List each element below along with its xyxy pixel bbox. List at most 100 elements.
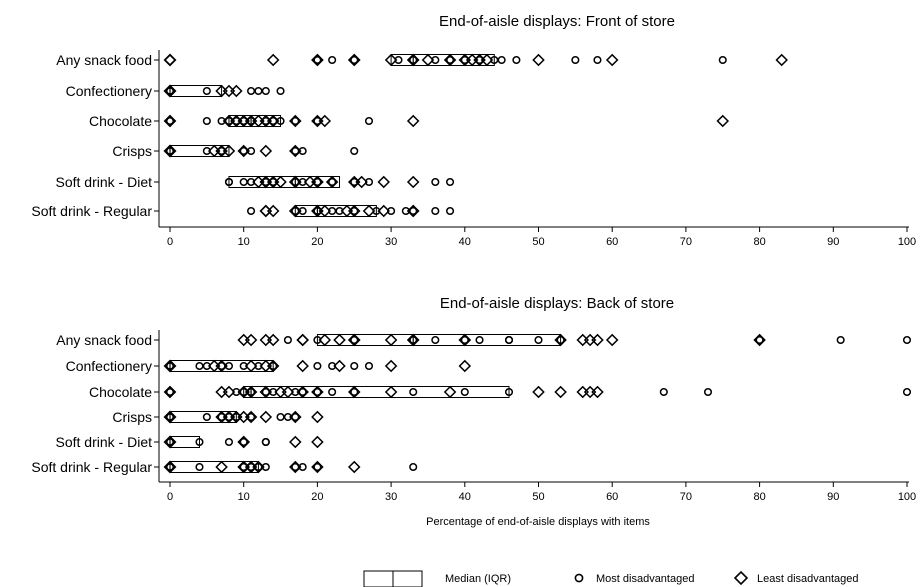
x-tick-label: 30 — [385, 491, 397, 503]
point-most-disadvantaged — [254, 462, 263, 472]
point-least-disadvantaged — [605, 53, 619, 67]
point-most-disadvantaged — [269, 177, 278, 187]
point-least-disadvantaged — [222, 144, 236, 158]
point-least-disadvantaged — [163, 53, 177, 67]
point-most-disadvantaged — [217, 412, 226, 422]
point-most-disadvantaged — [460, 387, 469, 397]
point-most-disadvantaged — [224, 361, 234, 371]
point-least-disadvantaged — [163, 435, 177, 449]
point-least-disadvantaged — [347, 204, 361, 218]
point-most-disadvantaged — [269, 387, 278, 397]
x-tick-label: 80 — [753, 236, 765, 248]
point-most-disadvantaged — [261, 116, 270, 126]
point-least-disadvantaged — [406, 333, 420, 347]
point-least-disadvantaged — [163, 144, 177, 158]
point-most-disadvantaged — [217, 146, 226, 156]
point-most-disadvantaged — [269, 116, 278, 126]
legend-iqr-label: Median (IQR) — [445, 573, 511, 585]
point-most-disadvantaged — [364, 116, 374, 126]
point-least-disadvantaged — [163, 53, 177, 67]
point-least-disadvantaged — [163, 385, 177, 399]
point-least-disadvantaged — [583, 385, 597, 399]
point-most-disadvantaged — [350, 387, 359, 397]
point-most-disadvantaged — [298, 462, 307, 472]
point-least-disadvantaged — [296, 333, 309, 347]
point-most-disadvantaged — [409, 55, 418, 65]
point-most-disadvantaged — [313, 116, 322, 126]
point-least-disadvantaged — [252, 460, 265, 474]
point-least-disadvantaged — [274, 175, 287, 189]
point-most-disadvantaged — [269, 361, 278, 371]
point-most-disadvantaged — [247, 387, 256, 397]
point-least-disadvantaged — [237, 435, 250, 449]
point-most-disadvantaged — [755, 335, 764, 345]
x-tick-label: 10 — [238, 236, 250, 248]
x-tick-label: 0 — [167, 236, 173, 248]
point-most-disadvantaged — [165, 116, 175, 126]
x-tick-label: 70 — [680, 491, 692, 503]
point-most-disadvantaged — [512, 55, 521, 65]
point-most-disadvantaged — [217, 361, 226, 371]
point-most-disadvantaged — [372, 206, 381, 216]
point-most-disadvantaged — [195, 437, 204, 447]
point-most-disadvantaged — [239, 437, 248, 447]
x-tick-label: 50 — [532, 491, 544, 503]
category-label: Confectionery — [66, 358, 152, 374]
iqr-box — [228, 115, 282, 127]
point-most-disadvantaged — [239, 116, 248, 126]
point-least-disadvantaged — [244, 333, 258, 347]
point-least-disadvantaged — [532, 385, 545, 399]
category-label: Soft drink - Diet — [56, 174, 153, 190]
point-most-disadvantaged — [490, 55, 499, 65]
point-most-disadvantaged — [902, 387, 912, 397]
point-most-disadvantaged — [247, 412, 256, 422]
point-least-disadvantaged — [289, 435, 302, 449]
point-least-disadvantaged — [443, 385, 457, 399]
point-most-disadvantaged — [239, 177, 248, 187]
point-most-disadvantaged — [247, 206, 256, 216]
point-least-disadvantaged — [384, 53, 398, 67]
point-most-disadvantaged — [350, 55, 359, 65]
point-most-disadvantaged — [261, 462, 270, 472]
point-most-disadvantaged — [364, 177, 374, 187]
x-tick-label: 40 — [459, 236, 471, 248]
point-least-disadvantaged — [591, 385, 604, 399]
point-least-disadvantaged — [318, 204, 332, 218]
point-most-disadvantaged — [313, 206, 322, 216]
point-least-disadvantaged — [266, 359, 280, 373]
point-least-disadvantaged — [163, 460, 177, 474]
point-most-disadvantaged — [328, 55, 337, 65]
point-least-disadvantaged — [554, 333, 567, 347]
point-least-disadvantaged — [576, 385, 589, 399]
point-most-disadvantaged — [313, 177, 322, 187]
point-least-disadvantaged — [244, 410, 258, 424]
point-least-disadvantaged — [406, 204, 420, 218]
point-most-disadvantaged — [394, 55, 403, 65]
x-axis-title: Percentage of end-of-aisle displays with… — [426, 516, 650, 528]
point-most-disadvantaged — [291, 206, 300, 216]
point-most-disadvantaged — [446, 55, 455, 65]
point-least-disadvantaged — [591, 333, 604, 347]
point-most-disadvantaged — [247, 177, 256, 187]
point-most-disadvantaged — [165, 86, 175, 96]
point-most-disadvantaged — [224, 177, 234, 187]
iqr-box — [169, 85, 223, 97]
point-most-disadvantaged — [350, 206, 359, 216]
point-most-disadvantaged — [239, 387, 248, 397]
point-most-disadvantaged — [335, 206, 344, 216]
x-tick-label: 10 — [238, 491, 250, 503]
point-least-disadvantaged — [311, 385, 324, 399]
x-tick-label: 60 — [606, 491, 618, 503]
point-least-disadvantaged — [259, 333, 273, 347]
x-tick-label: 20 — [311, 236, 323, 248]
point-least-disadvantaged — [281, 385, 295, 399]
point-most-disadvantaged — [261, 177, 270, 187]
point-least-disadvantaged — [347, 333, 361, 347]
point-least-disadvantaged — [318, 114, 332, 128]
point-least-disadvantaged — [163, 53, 177, 67]
legend: Median (IQR) Most disadvantaged Least di… — [363, 570, 859, 587]
category-label: Chocolate — [89, 113, 152, 129]
point-least-disadvantaged — [775, 53, 788, 67]
point-most-disadvantaged — [718, 55, 727, 65]
point-least-disadvantaged — [311, 460, 324, 474]
